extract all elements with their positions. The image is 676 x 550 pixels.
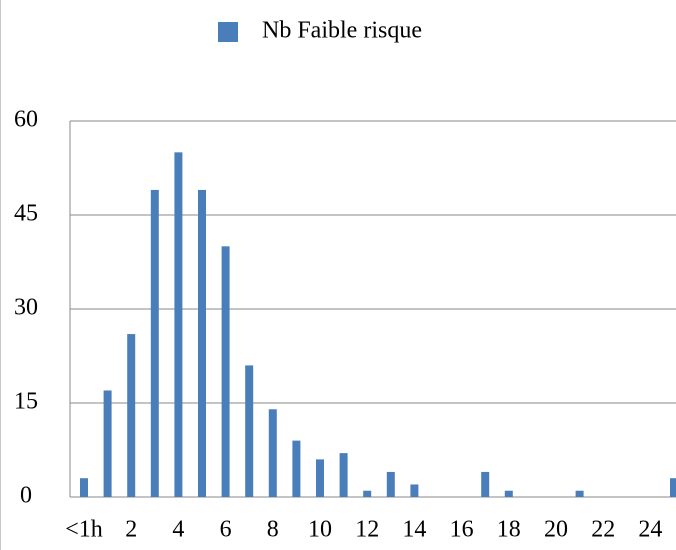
- legend-label: Nb Faible risque: [262, 18, 422, 44]
- bar: [316, 459, 324, 497]
- x-tick-label: 22: [591, 517, 615, 543]
- bar: [292, 440, 301, 497]
- bar: [127, 334, 136, 497]
- x-tick-label: 10: [308, 517, 332, 543]
- bar: [268, 409, 277, 497]
- x-tick-label: 24: [638, 517, 662, 543]
- x-tick-label: 18: [497, 517, 521, 543]
- x-tick-label: 8: [267, 517, 279, 543]
- x-tick-label: 16: [450, 517, 474, 543]
- x-tick-label: 6: [220, 517, 232, 543]
- bar: [481, 471, 490, 497]
- bar: [80, 478, 88, 497]
- bar: [504, 490, 513, 497]
- y-tick-label: 0: [20, 483, 32, 509]
- x-tick-label: 20: [544, 517, 568, 543]
- bar: [174, 152, 183, 498]
- x-tick-label: 4: [172, 517, 184, 543]
- bar: [221, 246, 230, 497]
- bar: [103, 390, 112, 497]
- bar: [150, 189, 159, 497]
- x-tick-label: 14: [402, 517, 426, 543]
- y-tick-label: 30: [14, 295, 38, 321]
- bar: [339, 453, 348, 497]
- x-tick-label: 12: [355, 517, 379, 543]
- y-tick-label: 15: [14, 389, 38, 415]
- bar: [386, 471, 395, 497]
- bar: [363, 490, 372, 497]
- y-tick-label: 60: [14, 107, 38, 133]
- bar: [410, 484, 419, 497]
- legend-swatch: [218, 22, 238, 42]
- bar: [670, 478, 676, 497]
- y-tick-label: 45: [14, 201, 38, 227]
- bar: [198, 189, 206, 497]
- x-tick-label: <1h: [65, 517, 103, 543]
- x-tick-label: 2: [125, 517, 137, 543]
- bar: [575, 490, 584, 497]
- bar: [245, 365, 254, 497]
